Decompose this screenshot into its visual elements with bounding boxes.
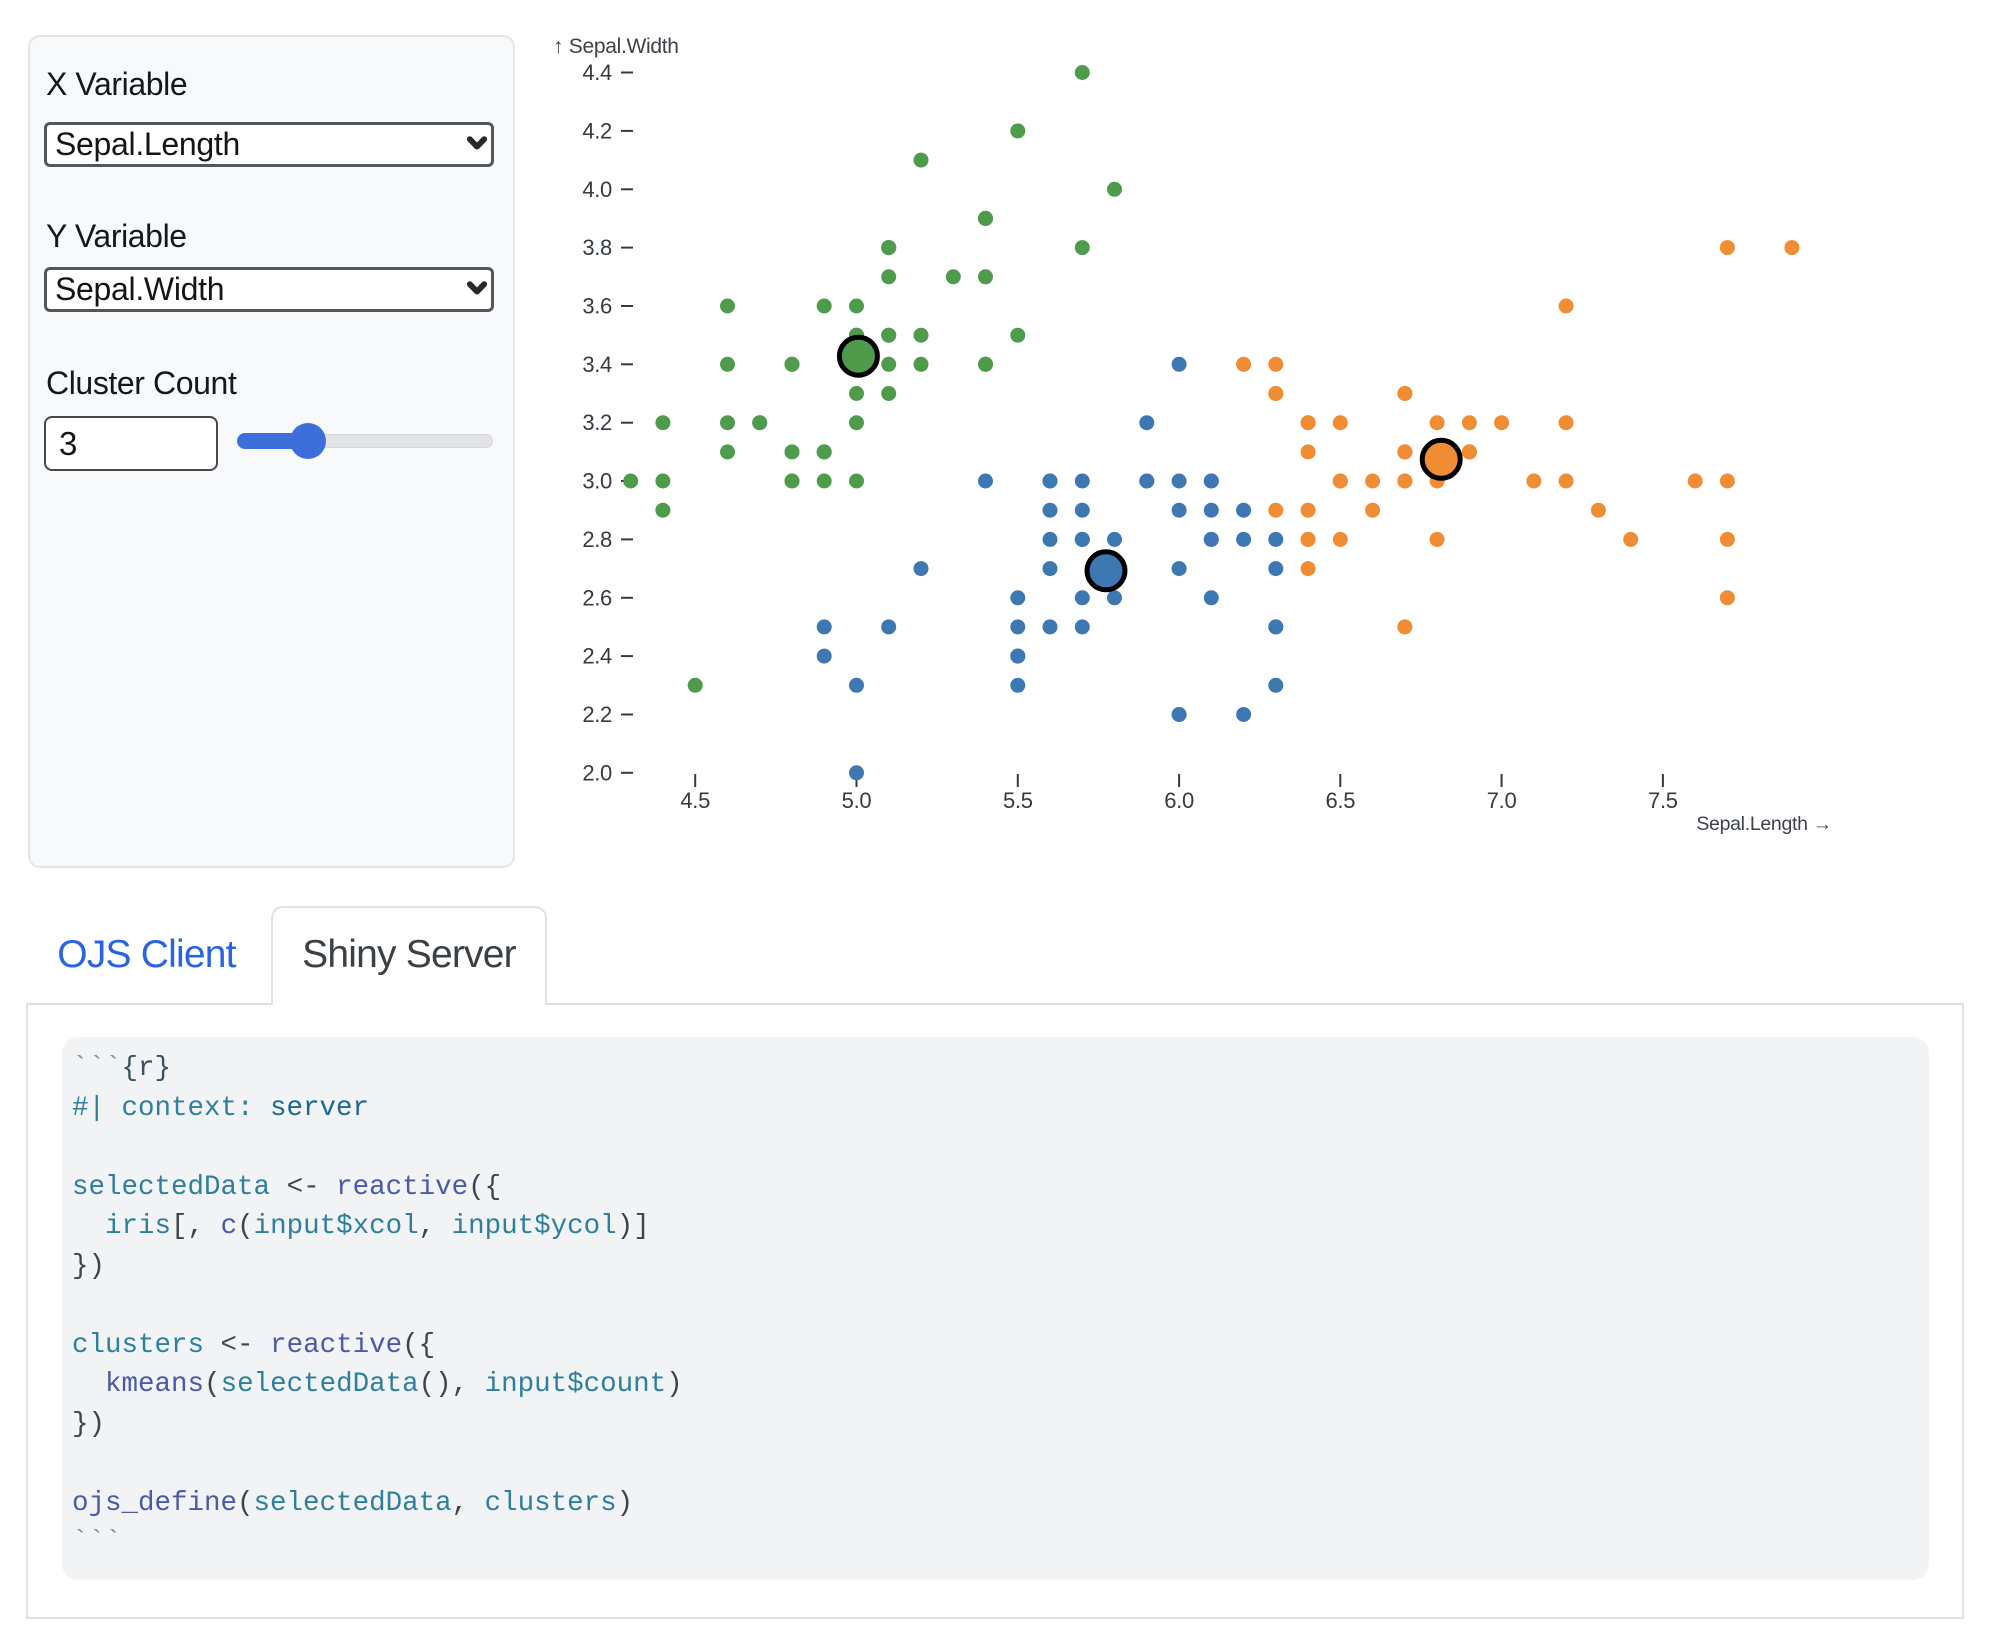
svg-text:4.5: 4.5	[680, 788, 710, 813]
svg-text:3.8: 3.8	[582, 235, 612, 260]
svg-text:2.6: 2.6	[582, 585, 612, 610]
svg-text:4.0: 4.0	[582, 177, 612, 202]
svg-text:7.5: 7.5	[1648, 788, 1678, 813]
svg-text:5.5: 5.5	[1003, 788, 1033, 813]
svg-text:6.0: 6.0	[1164, 788, 1194, 813]
svg-text:3.2: 3.2	[582, 410, 612, 435]
svg-text:↑ Sepal.Width: ↑ Sepal.Width	[553, 35, 679, 58]
svg-text:3.6: 3.6	[582, 294, 612, 319]
svg-text:7.0: 7.0	[1487, 788, 1517, 813]
svg-text:Sepal.Length →: Sepal.Length →	[1696, 813, 1832, 835]
svg-text:3.0: 3.0	[582, 469, 612, 494]
svg-text:2.4: 2.4	[582, 644, 612, 669]
svg-text:2.0: 2.0	[582, 760, 612, 785]
svg-text:4.4: 4.4	[582, 60, 612, 85]
svg-text:5.0: 5.0	[842, 788, 872, 813]
svg-text:4.2: 4.2	[582, 118, 612, 143]
svg-text:6.5: 6.5	[1325, 788, 1355, 813]
svg-text:3.4: 3.4	[582, 352, 612, 377]
svg-text:2.8: 2.8	[582, 527, 612, 552]
svg-text:2.2: 2.2	[582, 702, 612, 727]
